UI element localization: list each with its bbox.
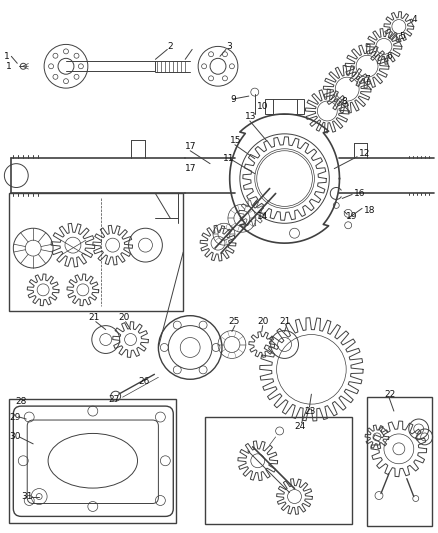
Text: 13: 13 [245,112,256,122]
Text: 1: 1 [7,62,12,71]
Text: 14: 14 [257,212,268,221]
Text: 21: 21 [89,313,100,322]
Text: 17: 17 [185,142,197,151]
Text: 23: 23 [304,407,316,416]
Text: 3: 3 [226,42,232,51]
Text: 18: 18 [364,206,375,215]
Text: 16: 16 [354,189,366,198]
Text: 24: 24 [294,423,306,432]
Text: 7: 7 [364,75,370,84]
Text: 22: 22 [384,390,395,399]
Text: 17: 17 [185,164,197,173]
Bar [265,99,304,114]
Text: 8: 8 [341,96,347,106]
Text: 10: 10 [257,101,268,110]
Text: 11: 11 [223,154,234,163]
Bar [9,399,176,523]
Text: 9: 9 [230,94,236,103]
Bar [205,417,352,524]
Text: 15: 15 [230,136,241,146]
Text: 21: 21 [279,317,291,326]
Text: 30: 30 [9,432,21,441]
Text: 4: 4 [412,15,417,24]
Bar [367,397,431,527]
Text: 25: 25 [228,317,239,326]
Text: 2: 2 [167,42,173,51]
Text: 20: 20 [258,317,269,326]
Bar [9,193,183,311]
Text: 5: 5 [399,32,405,41]
Text: 28: 28 [15,397,27,406]
Text: 31: 31 [21,492,33,501]
Text: 27: 27 [109,394,120,403]
Text: 20: 20 [119,313,130,322]
Text: 26: 26 [138,377,150,386]
Text: 29: 29 [9,413,21,422]
Text: 12: 12 [359,149,371,158]
Text: 6: 6 [386,52,392,61]
Text: 1: 1 [4,52,10,61]
Text: 19: 19 [346,212,358,221]
